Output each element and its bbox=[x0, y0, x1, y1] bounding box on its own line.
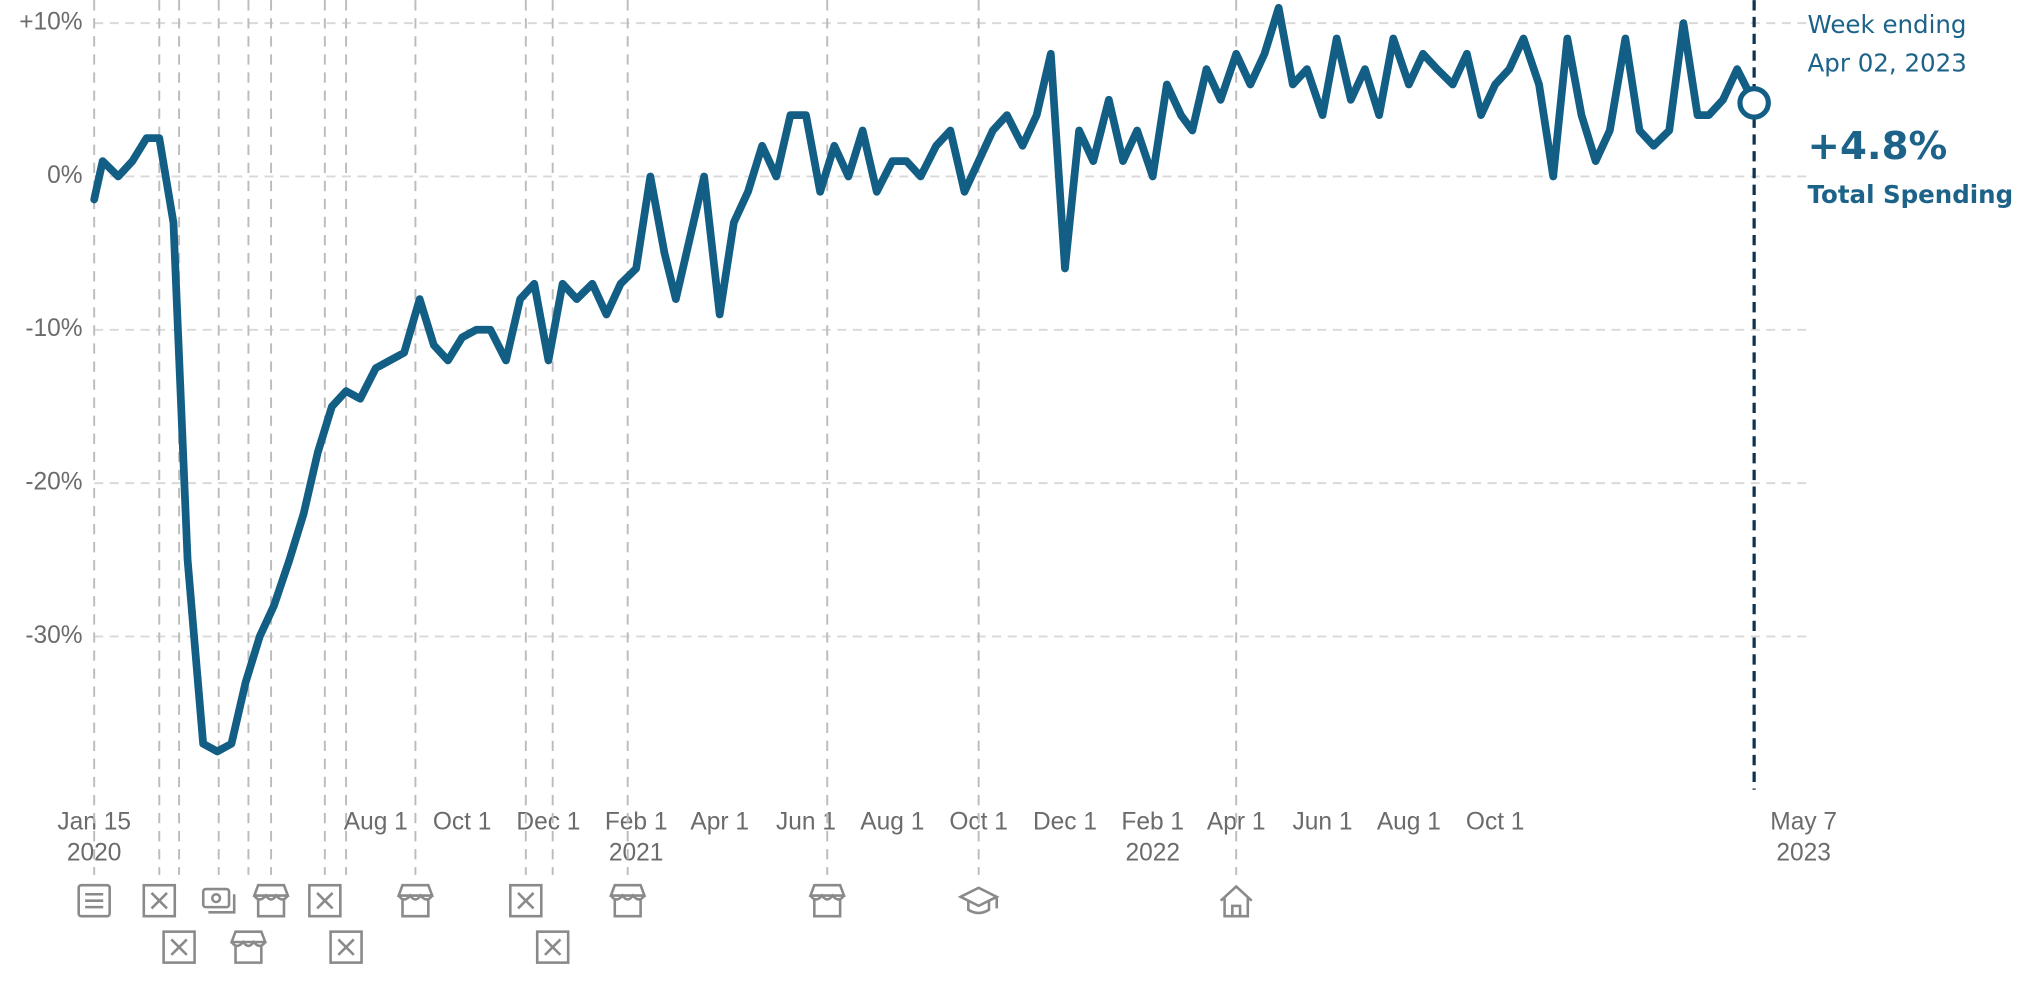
icon-part bbox=[316, 892, 334, 910]
event-icon bbox=[535, 930, 570, 964]
event-icon bbox=[396, 883, 435, 918]
icon-part bbox=[208, 894, 236, 914]
annotation-caption: Week ending bbox=[1808, 10, 1967, 39]
x-tick-label: Jun 1 bbox=[1293, 809, 1353, 836]
icon-part bbox=[337, 938, 355, 956]
x-tick-label: Jun 1 bbox=[776, 809, 836, 836]
icon-part bbox=[210, 892, 222, 904]
icon-part bbox=[150, 892, 168, 910]
x-tick-label: Oct 1 bbox=[433, 809, 492, 836]
icon-part bbox=[229, 930, 268, 964]
x-tick-label: Oct 1 bbox=[1466, 809, 1525, 836]
event-icon bbox=[252, 883, 290, 918]
y-tick-label: -20% bbox=[25, 469, 82, 496]
x-tick-label: Apr 1 bbox=[690, 809, 749, 836]
y-tick-label: -30% bbox=[25, 622, 82, 649]
icon-part bbox=[308, 883, 342, 918]
icon-part bbox=[517, 892, 535, 910]
x-tick-label: Aug 1 bbox=[1377, 809, 1441, 836]
icon-part bbox=[396, 883, 435, 918]
y-tick-label: +10% bbox=[19, 9, 82, 36]
x-tick-label: Dec 1 bbox=[1033, 809, 1097, 836]
icon-part bbox=[201, 887, 231, 909]
y-tick-label: -10% bbox=[25, 315, 82, 342]
event-icon bbox=[162, 930, 196, 964]
event-icon bbox=[957, 886, 1000, 915]
y-tick-label: 0% bbox=[47, 162, 82, 189]
event-icon bbox=[77, 883, 111, 918]
end-marker bbox=[1737, 86, 1771, 120]
icon-part bbox=[808, 883, 846, 918]
x-year-label: 2023 bbox=[1776, 840, 1831, 867]
icon-part bbox=[957, 886, 1000, 915]
icon-part bbox=[535, 930, 570, 964]
icon-part bbox=[509, 883, 543, 918]
x-tick-label: Aug 1 bbox=[344, 809, 408, 836]
event-icon bbox=[1219, 884, 1253, 918]
x-tick-label: May 7 bbox=[1770, 809, 1837, 836]
annotation-series: Total Spending bbox=[1808, 180, 2014, 209]
annotation-value: +4.8% bbox=[1808, 124, 1948, 169]
event-icon bbox=[201, 887, 236, 914]
series-line bbox=[90, 3, 1759, 756]
event-icon bbox=[229, 930, 268, 964]
icon-part bbox=[329, 930, 363, 964]
event-icon bbox=[808, 883, 846, 918]
icon-part bbox=[609, 883, 647, 918]
icon-part bbox=[162, 930, 196, 964]
icon-part bbox=[77, 883, 111, 918]
x-tick-label: Dec 1 bbox=[516, 809, 580, 836]
x-tick-label: Feb 1 bbox=[605, 809, 668, 836]
event-icon bbox=[142, 883, 177, 918]
event-icon bbox=[509, 883, 543, 918]
event-icon bbox=[609, 883, 647, 918]
icon-part bbox=[142, 883, 177, 918]
event-icon bbox=[329, 930, 363, 964]
icon-part bbox=[170, 938, 188, 956]
x-tick-label: Aug 1 bbox=[860, 809, 924, 836]
x-year-label: 2021 bbox=[609, 840, 664, 867]
annotation-date: Apr 02, 2023 bbox=[1808, 49, 1967, 78]
x-tick-label: Feb 1 bbox=[1121, 809, 1184, 836]
event-icon bbox=[308, 883, 342, 918]
icon-part bbox=[252, 883, 290, 918]
x-year-label: 2022 bbox=[1125, 840, 1180, 867]
icon-part bbox=[544, 938, 562, 956]
icon-part bbox=[1219, 884, 1253, 918]
